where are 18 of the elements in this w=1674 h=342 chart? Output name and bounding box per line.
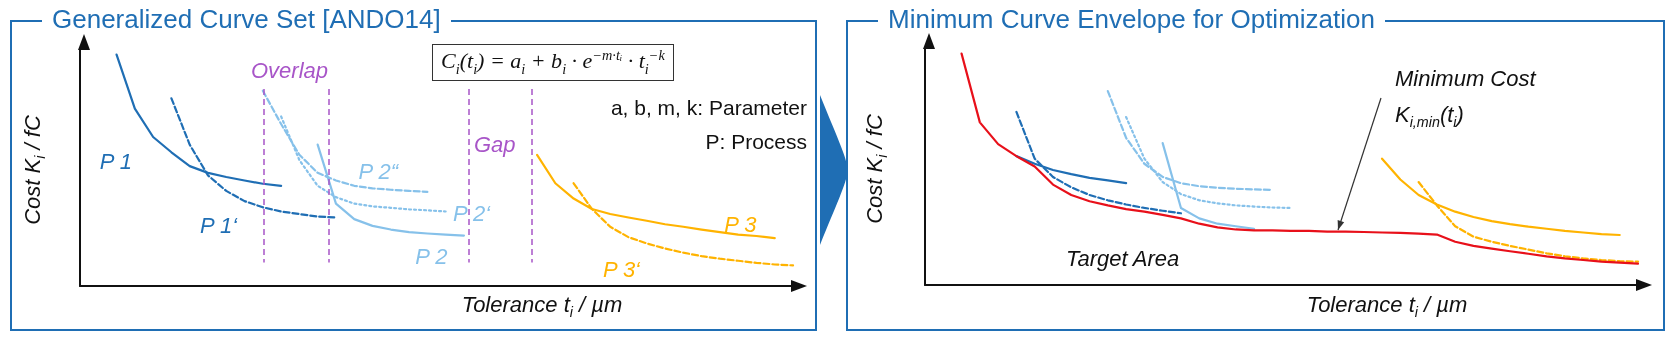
annotation: K$_{i,min}$(t$_{i}$) bbox=[1395, 102, 1464, 131]
x-axis-title: Tolerance t$_{i}$ / µm bbox=[461, 292, 623, 321]
x-axis-title: Tolerance t$_{i}$ / µm bbox=[1306, 292, 1468, 321]
chart-title: Minimum Curve Envelope for Optimization bbox=[878, 3, 1385, 35]
annotation: a, b, m, k: Parameter bbox=[610, 96, 807, 120]
series-label: P 3 bbox=[724, 211, 758, 237]
series-label: P 2“ bbox=[358, 159, 400, 185]
chart-title: Generalized Curve Set [ANDO14] bbox=[42, 3, 451, 35]
annotation: Target Area bbox=[1066, 246, 1180, 272]
annotation: Gap bbox=[474, 132, 516, 158]
series-label: P 2‘ bbox=[453, 201, 492, 226]
annotation: Minimum Cost bbox=[1395, 66, 1536, 92]
series-label: P 3‘ bbox=[602, 256, 642, 282]
series-label: P 1‘ bbox=[199, 212, 239, 238]
annotation: P: Process bbox=[705, 130, 807, 154]
annotation: Overlap bbox=[251, 58, 329, 84]
series-label: P 2 bbox=[415, 243, 448, 269]
series-label: P 1 bbox=[99, 149, 132, 175]
